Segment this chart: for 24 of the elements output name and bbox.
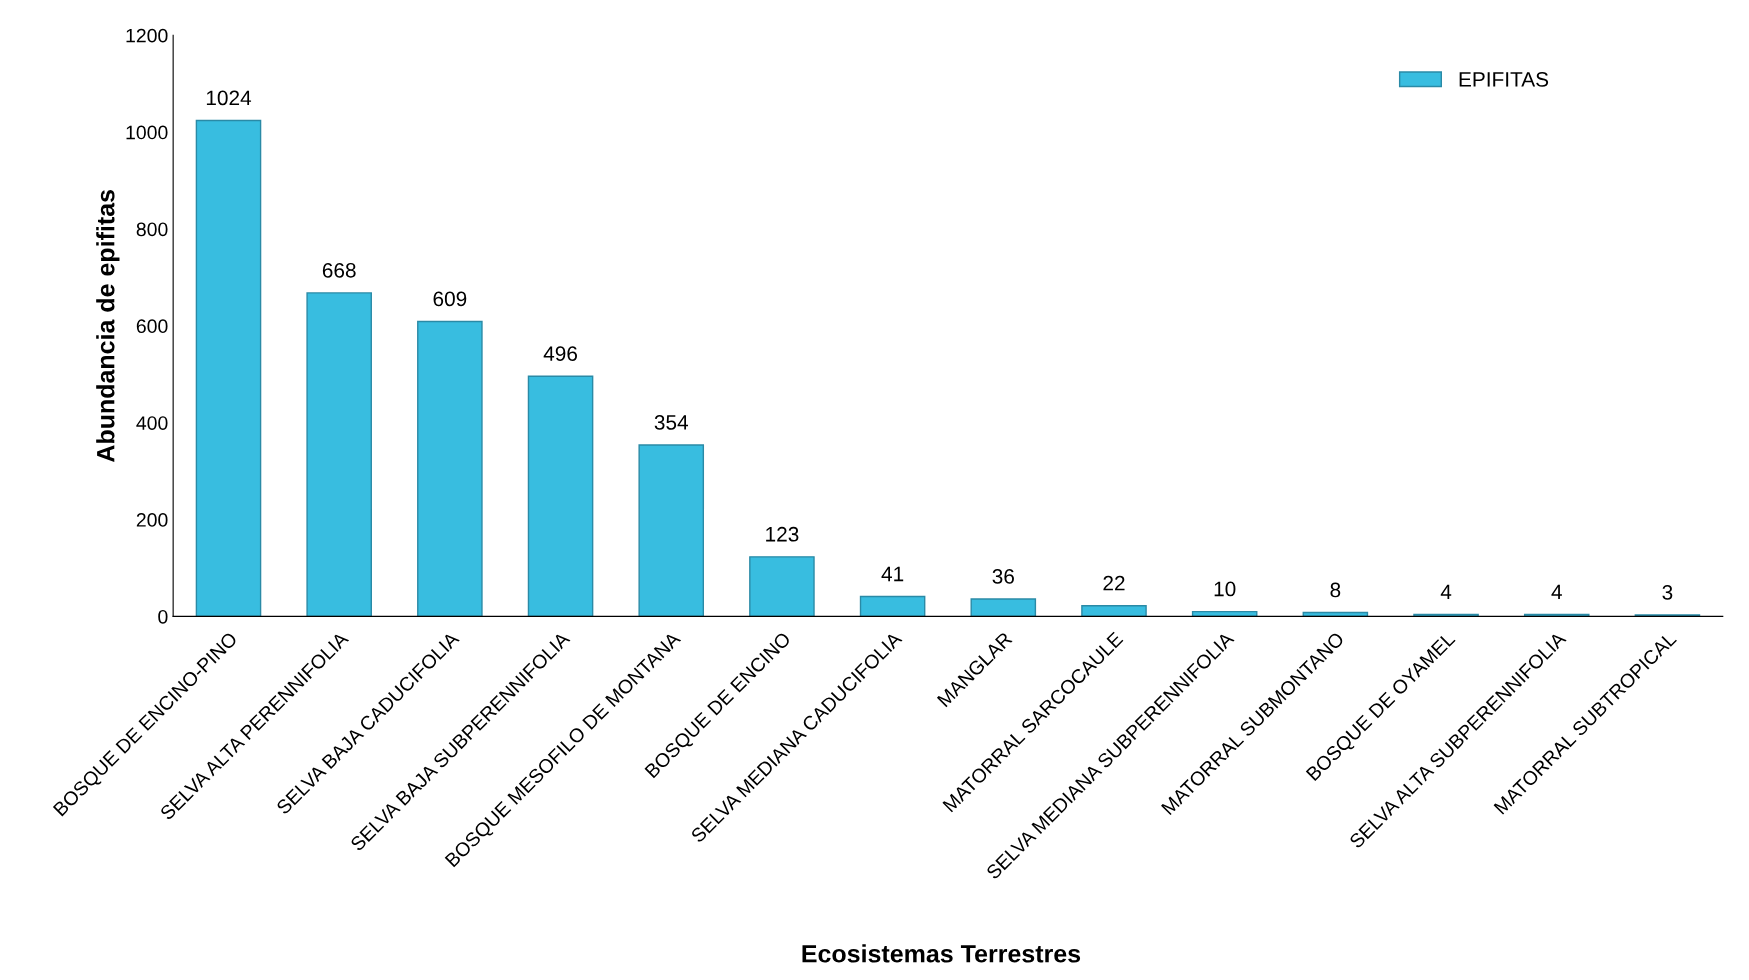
data-label: 123 — [766, 526, 799, 542]
x-axis-title: Ecosistemas Terrestres — [802, 944, 1081, 963]
legend-label: EPIFITAS — [1459, 72, 1549, 87]
y-tick-label: 800 — [136, 222, 168, 237]
data-label: 4 — [1551, 584, 1562, 600]
data-label: 609 — [433, 291, 467, 307]
data-label: 1024 — [206, 90, 252, 106]
data-label: 496 — [543, 346, 578, 361]
data-label: 10 — [1214, 581, 1236, 597]
data-label: 354 — [654, 415, 689, 430]
y-tick-label: 1200 — [126, 28, 168, 43]
data-label: 3 — [1662, 584, 1673, 600]
data-label: 36 — [992, 569, 1014, 584]
data-label: 668 — [322, 262, 356, 278]
y-axis-title: Abundancia de epifitas — [96, 190, 120, 463]
y-tick-label: 400 — [136, 416, 168, 430]
data-label: 8 — [1330, 582, 1341, 598]
y-tick-label: 0 — [158, 609, 168, 624]
y-tick-label: 200 — [136, 513, 168, 527]
y-tick-label: 1000 — [126, 125, 168, 140]
data-label: 22 — [1103, 575, 1125, 591]
y-tick-label: 600 — [136, 319, 168, 334]
data-label: 41 — [881, 566, 904, 582]
data-label: 4 — [1440, 584, 1452, 600]
